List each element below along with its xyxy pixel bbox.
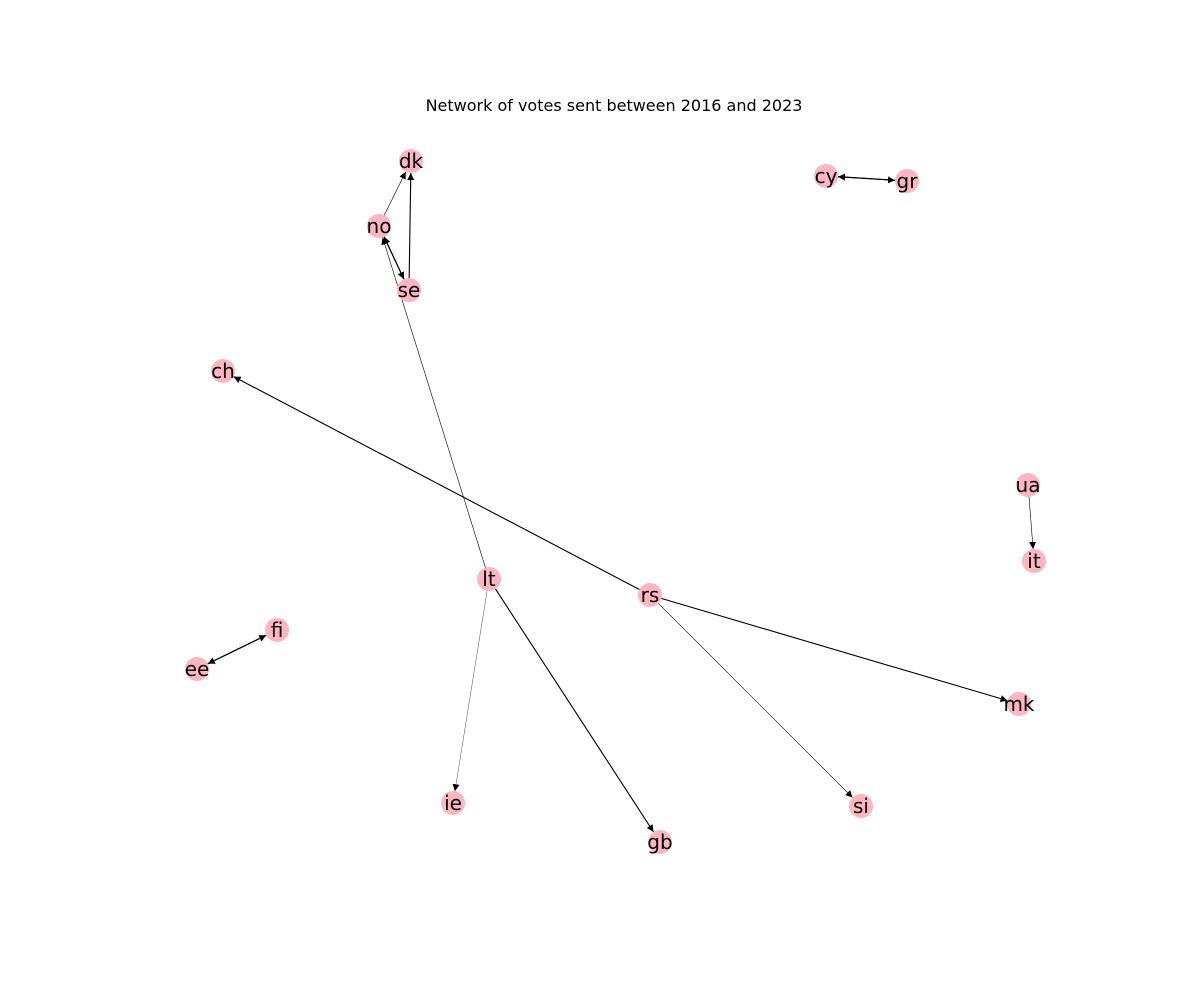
node-label-gr: gr	[897, 169, 919, 193]
node-si: si	[849, 794, 873, 818]
node-label-ie: ie	[444, 791, 462, 815]
edge-layer	[198, 171, 1037, 833]
node-circle-no	[367, 214, 391, 238]
node-circle-gb	[648, 830, 672, 854]
node-circle-dk	[399, 149, 423, 173]
node-circle-ie	[441, 791, 465, 815]
node-gr: gr	[895, 169, 919, 193]
edge-ua-it	[1027, 486, 1037, 550]
node-label-it: it	[1027, 549, 1041, 573]
node-circle-it	[1022, 549, 1046, 573]
node-ee: ee	[185, 657, 210, 681]
node-label-rs: rs	[641, 583, 660, 607]
node-layer: dk no se cy gr ch ua it lt rs fi ee mk ie si gb	[185, 149, 1046, 854]
node-se: se	[397, 278, 421, 302]
node-label-ua: ua	[1016, 473, 1041, 497]
node-dk: dk	[399, 149, 424, 173]
node-label-si: si	[853, 794, 869, 818]
node-label-gb: gb	[647, 830, 672, 854]
node-rs: rs	[638, 583, 662, 607]
node-label-se: se	[398, 278, 421, 302]
edge-gr-cy	[837, 173, 906, 182]
node-circle-lt	[477, 567, 501, 591]
node-fi: fi	[265, 618, 289, 642]
node-label-cy: cy	[815, 164, 838, 188]
node-label-fi: fi	[271, 618, 284, 642]
node-cy: cy	[814, 164, 838, 188]
node-mk: mk	[1003, 692, 1035, 716]
edge-rs-ch	[233, 376, 649, 595]
edge-rs-si	[651, 596, 853, 798]
node-circle-cy	[814, 164, 838, 188]
node-circle-ua	[1016, 473, 1040, 497]
node-circle-rs	[638, 583, 662, 607]
node-circle-ee	[185, 657, 209, 681]
node-circle-gr	[895, 169, 919, 193]
edge-lt-gb	[489, 580, 654, 833]
node-ie: ie	[441, 791, 465, 815]
node-label-mk: mk	[1003, 692, 1034, 716]
node-gb: gb	[647, 830, 673, 854]
node-lt: lt	[477, 567, 501, 591]
node-circle-si	[849, 794, 873, 818]
node-label-ee: ee	[185, 657, 210, 681]
node-label-ch: ch	[211, 359, 235, 383]
node-circle-fi	[265, 618, 289, 642]
node-it: it	[1022, 549, 1046, 573]
node-label-dk: dk	[399, 149, 424, 173]
node-ch: ch	[211, 359, 235, 383]
node-label-no: no	[367, 214, 392, 238]
edge-fi-ee	[207, 630, 276, 665]
node-no: no	[367, 214, 392, 238]
edge-se-dk	[407, 172, 415, 289]
edge-lt-ie	[452, 580, 489, 792]
node-label-lt: lt	[482, 567, 496, 591]
node-circle-se	[397, 278, 421, 302]
chart-title: Network of votes sent between 2016 and 2…	[426, 96, 803, 115]
edge-rs-mk	[651, 595, 1008, 702]
node-circle-ch	[211, 359, 235, 383]
node-circle-mk	[1007, 692, 1031, 716]
node-ua: ua	[1016, 473, 1041, 497]
